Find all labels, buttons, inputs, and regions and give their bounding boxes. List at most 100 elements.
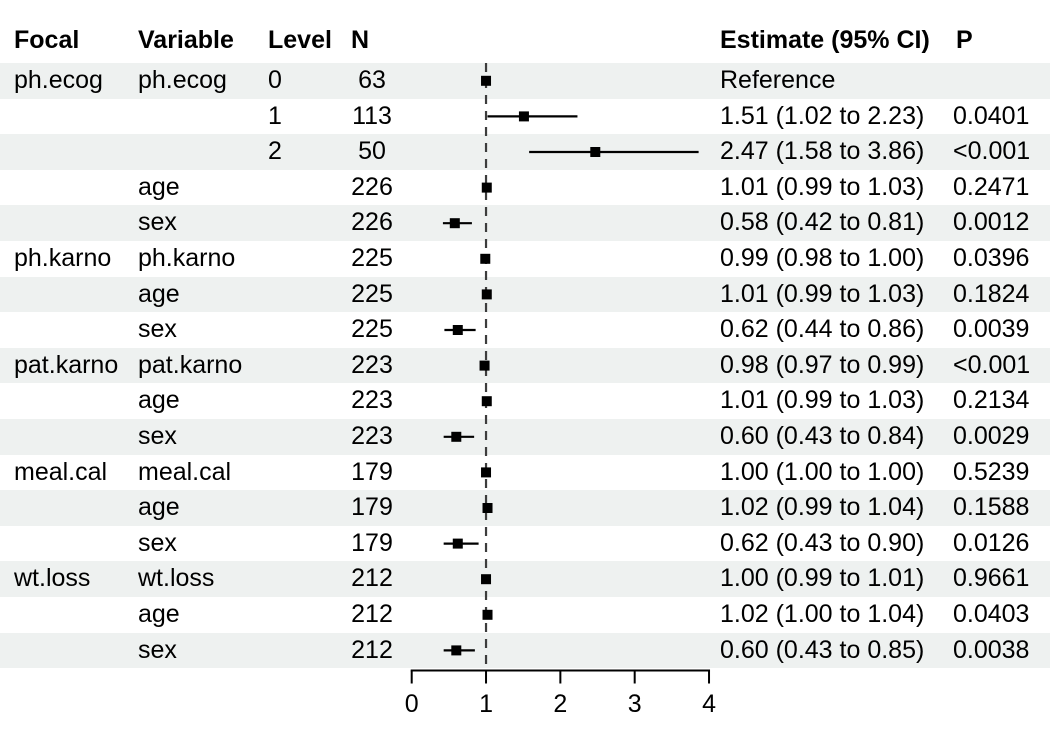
cell-p: <0.001 bbox=[953, 137, 1031, 166]
cell-estimate: 1.00 (1.00 to 1.00) bbox=[720, 457, 925, 486]
cell-p: 0.0039 bbox=[953, 315, 1030, 344]
cell-p: 0.2134 bbox=[953, 386, 1030, 415]
cell-variable: sex bbox=[138, 208, 177, 237]
cell-p: 0.1588 bbox=[953, 493, 1030, 522]
cell-variable: age bbox=[138, 493, 180, 522]
table-row: pat.karno pat.karno 223 0.98 (0.97 to 0.99)… bbox=[0, 347, 1050, 384]
cell-p: 0.5239 bbox=[953, 457, 1030, 486]
cell-n: 50 bbox=[358, 137, 386, 166]
cell-variable: age bbox=[138, 172, 180, 201]
cell-estimate: 1.02 (0.99 to 1.04) bbox=[720, 493, 925, 522]
cell-variable: sex bbox=[138, 422, 177, 450]
cell-focal: meal.cal bbox=[14, 457, 108, 486]
cell-variable: ph.ecog bbox=[138, 66, 227, 94]
table-row: ph.karno ph.karno 225 0.99 (0.98 to 1.00) 0.… bbox=[0, 241, 1050, 277]
cell-n: 223 bbox=[351, 350, 393, 379]
cell-n: 179 bbox=[351, 493, 393, 522]
cell-n: 179 bbox=[351, 528, 393, 557]
cell-focal: pat.karno bbox=[14, 350, 119, 379]
cell-variable: pat.karno bbox=[138, 350, 243, 379]
x-axis-tick-label: 0 bbox=[405, 690, 419, 718]
cell-variable: age bbox=[138, 279, 180, 308]
header-focal: Focal bbox=[14, 26, 80, 54]
table-row: 1 113 1.51 (1.02 to 2.23) 0.0401 bbox=[0, 99, 1050, 135]
cell-estimate: 2.47 (1.58 to 3.86) bbox=[720, 137, 925, 166]
header-p: P bbox=[956, 26, 973, 54]
cell-p: 0.0038 bbox=[953, 635, 1030, 664]
cell-estimate: 1.01 (0.99 to 1.03) bbox=[720, 279, 925, 308]
cell-estimate: Reference bbox=[720, 66, 836, 94]
header-level: Level bbox=[268, 26, 332, 54]
cell-estimate: 1.01 (0.99 to 1.03) bbox=[720, 172, 925, 201]
cell-n: 225 bbox=[351, 279, 393, 308]
cell-focal: wt.loss bbox=[14, 564, 91, 593]
cell-n: 226 bbox=[351, 208, 393, 237]
table-row: 2 50 2.47 (1.58 to 3.86) <0.001 bbox=[0, 134, 1050, 170]
table-row: sex 226 0.58 (0.42 to 0.81) 0.0012 bbox=[0, 205, 1050, 241]
cell-estimate: 0.98 (0.97 to 0.99) bbox=[720, 350, 925, 379]
table-row: sex 225 0.62 (0.44 to 0.86) 0.0039 bbox=[0, 312, 1050, 348]
cell-level: 1 bbox=[268, 101, 282, 130]
cell-estimate: 0.62 (0.44 to 0.86) bbox=[720, 315, 925, 344]
table-row: sex 223 0.60 (0.43 to 0.84) 0.0029 bbox=[0, 419, 1050, 455]
table-row: sex 179 0.62 (0.43 to 0.90) 0.0126 bbox=[0, 526, 1050, 562]
cell-estimate: 1.51 (1.02 to 2.23) bbox=[720, 101, 925, 130]
cell-p: 0.0029 bbox=[953, 422, 1030, 450]
table-row: age 225 1.01 (0.99 to 1.03) 0.1824 bbox=[0, 276, 1050, 313]
cell-n: 226 bbox=[351, 172, 393, 201]
cell-variable: meal.cal bbox=[138, 457, 232, 486]
cell-level: 2 bbox=[268, 137, 282, 166]
cell-variable: sex bbox=[138, 315, 177, 344]
cell-p: 0.0401 bbox=[953, 101, 1030, 130]
header-estimate: Estimate (95% CI) bbox=[720, 26, 930, 54]
cell-estimate: 1.00 (0.99 to 1.01) bbox=[720, 564, 925, 593]
cell-n: 63 bbox=[358, 66, 386, 94]
table-row: age 179 1.02 (0.99 to 1.04) 0.1588 bbox=[0, 490, 1050, 526]
table-row: sex 212 0.60 (0.43 to 0.85) 0.0038 bbox=[0, 632, 1050, 669]
table-row: age 212 1.02 (1.00 to 1.04) 0.0403 bbox=[0, 597, 1050, 633]
cell-variable: sex bbox=[138, 635, 177, 664]
x-axis-tick-label: 4 bbox=[702, 690, 716, 718]
cell-estimate: 0.62 (0.43 to 0.90) bbox=[720, 528, 925, 557]
cell-n: 212 bbox=[351, 635, 393, 664]
cell-focal: ph.karno bbox=[14, 244, 112, 272]
cell-estimate: 0.99 (0.98 to 1.00) bbox=[720, 244, 925, 272]
cell-p: 0.1824 bbox=[953, 279, 1030, 308]
cell-n: 212 bbox=[351, 564, 393, 593]
cell-p: 0.0012 bbox=[953, 208, 1030, 237]
cell-variable: age bbox=[138, 600, 180, 628]
cell-p: 0.0126 bbox=[953, 528, 1030, 557]
cell-p: 0.0396 bbox=[953, 244, 1030, 272]
cell-estimate: 0.60 (0.43 to 0.85) bbox=[720, 635, 925, 664]
cell-estimate: 0.58 (0.42 to 0.81) bbox=[720, 208, 925, 237]
cell-estimate: 1.01 (0.99 to 1.03) bbox=[720, 386, 925, 415]
cell-n: 225 bbox=[351, 244, 393, 272]
cell-n: 225 bbox=[351, 315, 393, 344]
cell-level: 0 bbox=[268, 66, 282, 94]
cell-estimate: 0.60 (0.43 to 0.84) bbox=[720, 422, 925, 450]
cell-n: 179 bbox=[351, 457, 393, 486]
cell-n: 223 bbox=[351, 422, 393, 450]
cell-n: 113 bbox=[352, 101, 392, 130]
cell-n: 223 bbox=[351, 386, 393, 415]
header-variable: Variable bbox=[138, 26, 234, 54]
cell-variable: ph.karno bbox=[138, 244, 236, 272]
cell-variable: wt.loss bbox=[138, 564, 215, 593]
header-n: N bbox=[351, 26, 370, 54]
cell-p: 0.0403 bbox=[953, 600, 1030, 628]
cell-variable: sex bbox=[138, 528, 177, 557]
table-row: ph.ecog ph.ecog 0 63 Reference bbox=[0, 63, 1050, 99]
x-axis-tick-label: 2 bbox=[553, 690, 567, 718]
table-row: wt.loss wt.loss 212 1.00 (0.99 to 1.01) 0.96… bbox=[0, 561, 1050, 597]
table-row: meal.cal meal.cal 179 1.00 (1.00 to 1.00) 0.… bbox=[0, 455, 1050, 491]
cell-focal: ph.ecog bbox=[14, 66, 103, 94]
cell-p: <0.001 bbox=[953, 350, 1031, 379]
cell-variable: age bbox=[138, 386, 180, 415]
x-axis-tick-label: 1 bbox=[479, 690, 493, 718]
table-row: age 226 1.01 (0.99 to 1.03) 0.2471 bbox=[0, 170, 1050, 206]
x-axis-tick-label: 3 bbox=[628, 690, 642, 718]
cell-p: 0.2471 bbox=[953, 172, 1030, 201]
cell-n: 212 bbox=[351, 600, 393, 628]
cell-p: 0.9661 bbox=[953, 564, 1030, 593]
